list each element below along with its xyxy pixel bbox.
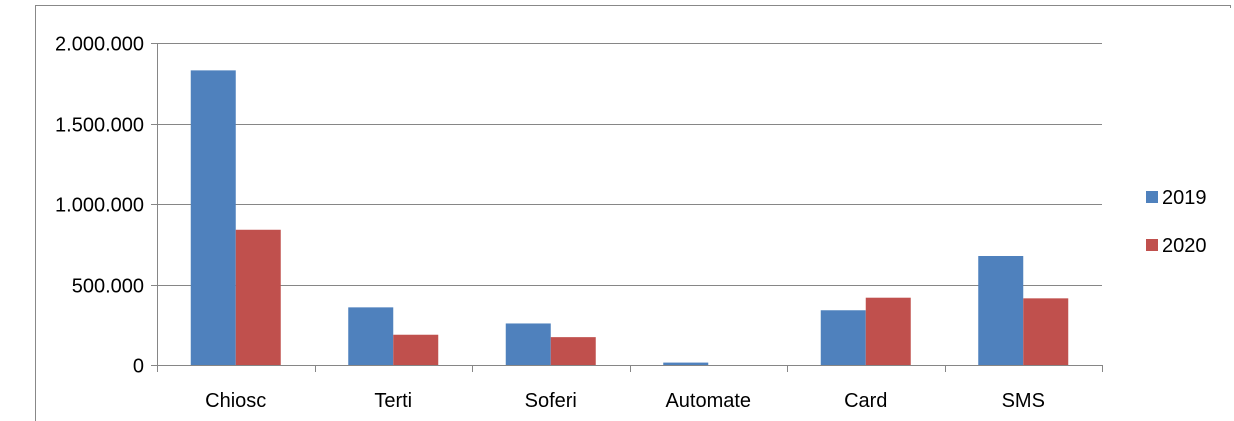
y-tick-label: 1.500.000 bbox=[55, 115, 144, 137]
bar-2020-soferi bbox=[550, 337, 596, 365]
bar-2020-chiosc bbox=[235, 229, 281, 365]
legend-label: 2019 bbox=[1162, 187, 1207, 209]
x-tick-label: Card bbox=[844, 390, 887, 412]
legend-label: 2020 bbox=[1162, 235, 1207, 257]
y-tick-label: 500.000 bbox=[72, 276, 144, 298]
bar-2020-terti bbox=[393, 334, 439, 365]
y-tick-label: 1.000.000 bbox=[55, 195, 144, 217]
gridlines bbox=[157, 43, 1102, 286]
x-tick-label: SMS bbox=[1002, 390, 1045, 412]
x-tick-label: Automate bbox=[665, 390, 751, 412]
axes bbox=[151, 43, 1103, 372]
x-tick-label: Soferi bbox=[525, 390, 577, 412]
bar-2019-soferi bbox=[505, 323, 551, 365]
y-tick-label: 2.000.000 bbox=[55, 34, 144, 56]
bar-2019-chiosc bbox=[190, 70, 236, 366]
x-tick-label: Chiosc bbox=[205, 390, 266, 412]
bar-2019-card bbox=[820, 310, 866, 365]
x-tick-label: Terti bbox=[374, 390, 412, 412]
legend: 2019 2020 bbox=[1146, 187, 1207, 257]
bar-2019-terti bbox=[348, 307, 394, 365]
y-tick-label: 0 bbox=[133, 356, 144, 378]
bar-2020-sms bbox=[1023, 298, 1069, 365]
bar-2019-automate bbox=[663, 362, 709, 365]
x-tick-labels: Chiosc Terti Soferi Automate Card SMS bbox=[205, 390, 1045, 412]
y-tick-labels: 0 500.000 1.000.000 1.500.000 2.000.000 bbox=[55, 34, 144, 378]
bar-2020-card bbox=[865, 297, 911, 365]
bar-2019-sms bbox=[978, 256, 1024, 365]
bars bbox=[190, 70, 1069, 366]
legend-swatch-2019 bbox=[1146, 191, 1158, 203]
legend-swatch-2020 bbox=[1146, 239, 1158, 251]
